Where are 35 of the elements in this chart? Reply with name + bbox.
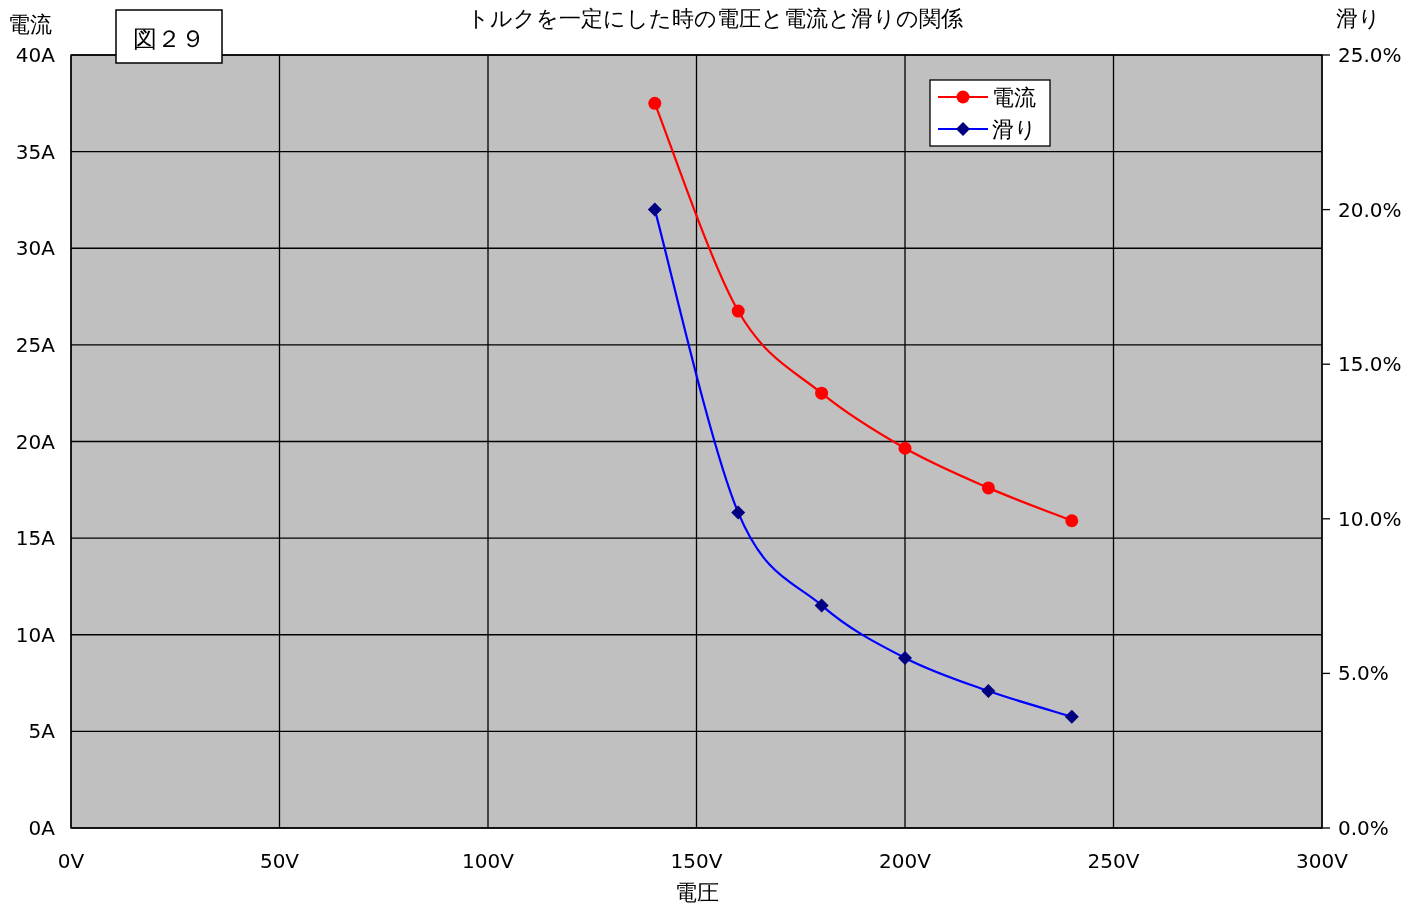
y-axis-title: 電流: [8, 12, 52, 37]
y2-tick-label: 5.0%: [1338, 661, 1389, 686]
y2-axis-title: 滑り: [1336, 6, 1381, 31]
y-tick-label: 40A: [15, 43, 56, 67]
legend-label: 電流: [992, 85, 1036, 110]
y2-tick-label: 10.0%: [1338, 506, 1402, 531]
y-tick-label: 30A: [15, 236, 56, 261]
point: [648, 96, 662, 110]
x-tick-label: 100V: [462, 849, 515, 873]
point: [898, 441, 912, 455]
point: [731, 304, 745, 318]
x-tick-label: 150V: [670, 849, 723, 873]
y-tick-label: 10A: [15, 622, 56, 647]
y2-tick-label: 0.0%: [1338, 816, 1389, 840]
y-tick-label: 35A: [15, 139, 56, 164]
caption: 図２９: [133, 25, 205, 53]
x-tick-label: 200V: [879, 849, 932, 873]
y2-tick-label: 15.0%: [1338, 352, 1402, 377]
y-tick-label: 15A: [15, 526, 56, 551]
y-tick-label: 25A: [15, 332, 56, 357]
x-axis-title: 電圧: [674, 880, 719, 905]
point: [1065, 514, 1079, 528]
y-tick-label: 0A: [28, 816, 56, 840]
x-tick-label: 0V: [57, 849, 85, 873]
x-tick-label: 50V: [259, 849, 300, 873]
x-tick-label: 300V: [1296, 849, 1349, 873]
x-tick-label: 250V: [1087, 849, 1140, 873]
point: [815, 386, 829, 400]
y-tick-label: 20A: [15, 429, 56, 454]
y2-tick-label: 25.0%: [1338, 43, 1402, 67]
y2-tick-label: 20.0%: [1338, 197, 1402, 222]
legend-label: 滑り: [992, 117, 1037, 142]
y-tick-label: 5A: [28, 719, 56, 744]
point: [981, 481, 995, 495]
chart-title: トルクを一定にした時の電圧と電流と滑りの関係: [467, 6, 963, 31]
